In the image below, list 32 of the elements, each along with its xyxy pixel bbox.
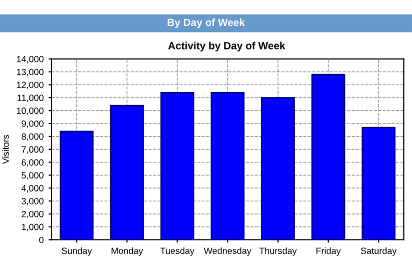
y-tick-label: 4,000 (21, 185, 44, 193)
y-tick-label: 9,000 (22, 120, 44, 128)
y-tick-label: 2,000 (22, 210, 44, 218)
x-tick-label: Wednesday (204, 247, 252, 256)
y-tick-label: 1,000 (22, 224, 44, 232)
chart-subtitle: Activity by Day of Week (168, 42, 286, 52)
y-tick-label: 10,000 (16, 108, 44, 116)
y-tick-label: 8,000 (22, 133, 44, 141)
x-tick-label: Sunday (62, 247, 92, 256)
bar (160, 92, 194, 240)
bar (110, 104, 144, 240)
y-tick-label: 14,000 (16, 56, 44, 64)
chart-title: By Day of Week (168, 18, 245, 28)
bar (261, 97, 295, 240)
y-tick-label: 3,000 (22, 198, 44, 206)
x-tick-label: Thursday (259, 247, 297, 256)
bar (311, 74, 346, 240)
x-tick-label: Saturday (360, 247, 397, 256)
y-tick-label: 7,000 (22, 146, 44, 154)
x-tick-label: Monday (112, 247, 144, 256)
y-tick-label: 11,000 (18, 94, 44, 102)
y-tick-label: 0 (39, 236, 44, 244)
y-tick-label: 13,000 (16, 68, 44, 76)
y-axis-title: Visitors (2, 134, 9, 164)
y-tick-label: 5,000 (22, 172, 44, 180)
bar (210, 92, 245, 240)
bar (362, 126, 396, 240)
y-tick-label: 6,000 (22, 159, 44, 167)
y-tick-label: 12,000 (16, 82, 44, 90)
x-tick-label: Tuesday (160, 247, 194, 256)
x-tick-label: Friday (316, 247, 341, 256)
bar (60, 130, 94, 240)
